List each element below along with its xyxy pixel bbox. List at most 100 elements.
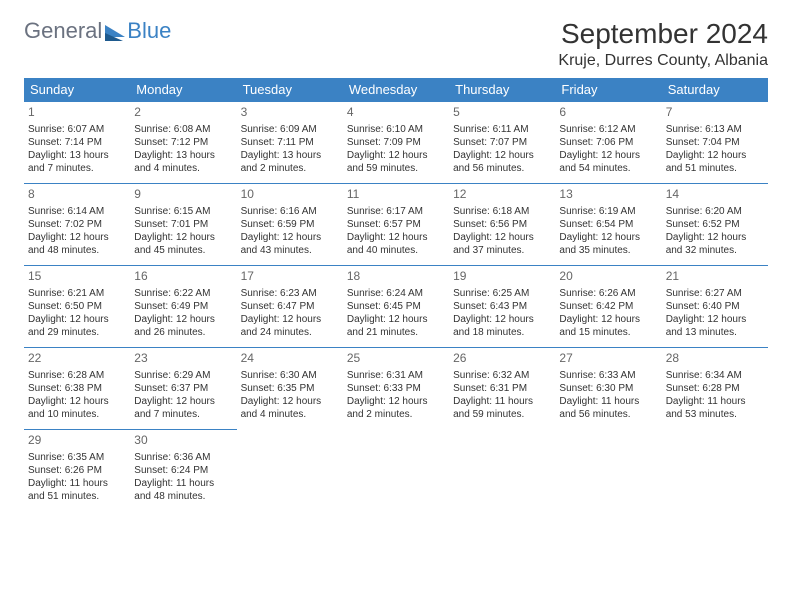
day-number: 24 [241, 351, 339, 367]
calendar-day-cell: 2Sunrise: 6:08 AMSunset: 7:12 PMDaylight… [130, 102, 236, 184]
calendar-day-cell: 23 Sunrise: 6:29 AMSunset: 6:37 PMDayligh… [130, 348, 236, 430]
sunset-line: Sunset: 6:38 PM [28, 382, 126, 395]
sunset-line: Sunset: 6:47 PM [241, 300, 339, 313]
day-number: 2 [134, 105, 232, 121]
day-header: Monday [130, 78, 236, 102]
sunset-line: Sunset: 6:33 PM [347, 382, 445, 395]
sunset-line: Sunset: 6:31 PM [453, 382, 551, 395]
calendar-day-cell: 9Sunrise: 6:15 AMSunset: 7:01 PMDaylight… [130, 184, 236, 266]
day-header: Sunday [24, 78, 130, 102]
calendar-day-cell: 28Sunrise: 6:34 AMSunset: 6:28 PMDayligh… [662, 348, 768, 430]
calendar-day-cell: 17 Sunrise: 6:23 AMSunset: 6:47 PMDayligh… [237, 266, 343, 348]
sunrise-line: Sunrise: 6:11 AM [453, 123, 551, 136]
day-number: 9 [134, 187, 232, 203]
logo-text-general: General [24, 18, 102, 44]
day-number: 26 [453, 351, 551, 367]
daylight-line: Daylight: 12 hours and 24 minutes. [241, 313, 339, 339]
sunrise-line: Sunrise: 6:35 AM [28, 451, 126, 464]
calendar-day-cell: 4Sunrise: 6:10 AMSunset: 7:09 PMDaylight… [343, 102, 449, 184]
day-number: 14 [666, 187, 764, 203]
daylight-line: Daylight: 12 hours and 32 minutes. [666, 231, 764, 257]
sunrise-line: Sunrise: 6:16 AM [241, 205, 339, 218]
daylight-line: Daylight: 12 hours and 40 minutes. [347, 231, 445, 257]
sunrise-line: Sunrise: 6:27 AM [666, 287, 764, 300]
sunrise-line: Sunrise: 6:23 AM [241, 287, 339, 300]
day-number: 28 [666, 351, 764, 367]
sunset-line: Sunset: 7:04 PM [666, 136, 764, 149]
day-header: Saturday [662, 78, 768, 102]
sunrise-line: Sunrise: 6:08 AM [134, 123, 232, 136]
title-block: September 2024 Kruje, Durres County, Alb… [558, 18, 768, 70]
calendar-day-cell [343, 430, 449, 512]
sunrise-line: Sunrise: 6:14 AM [28, 205, 126, 218]
calendar-day-cell: 7Sunrise: 6:13 AMSunset: 7:04 PMDaylight… [662, 102, 768, 184]
daylight-line: Daylight: 12 hours and 15 minutes. [559, 313, 657, 339]
calendar-day-cell [662, 430, 768, 512]
sunset-line: Sunset: 6:59 PM [241, 218, 339, 231]
day-number: 20 [559, 269, 657, 285]
daylight-line: Daylight: 12 hours and 26 minutes. [134, 313, 232, 339]
calendar-table: Sunday Monday Tuesday Wednesday Thursday… [24, 78, 768, 512]
sunset-line: Sunset: 7:11 PM [241, 136, 339, 149]
sunset-line: Sunset: 6:42 PM [559, 300, 657, 313]
day-header: Thursday [449, 78, 555, 102]
day-number: 12 [453, 187, 551, 203]
day-header: Friday [555, 78, 661, 102]
daylight-line: Daylight: 12 hours and 13 minutes. [666, 313, 764, 339]
calendar-day-cell: 30Sunrise: 6:36 AMSunset: 6:24 PMDayligh… [130, 430, 236, 512]
day-number: 17 [241, 269, 339, 285]
sunset-line: Sunset: 6:35 PM [241, 382, 339, 395]
sunset-line: Sunset: 6:37 PM [134, 382, 232, 395]
calendar-day-cell: 3Sunrise: 6:09 AMSunset: 7:11 PMDaylight… [237, 102, 343, 184]
day-number: 6 [559, 105, 657, 121]
calendar-day-cell: 20 Sunrise: 6:26 AMSunset: 6:42 PMDayligh… [555, 266, 661, 348]
day-header-row: Sunday Monday Tuesday Wednesday Thursday… [24, 78, 768, 102]
sunset-line: Sunset: 6:30 PM [559, 382, 657, 395]
calendar-week-row: 1Sunrise: 6:07 AMSunset: 7:14 PMDaylight… [24, 102, 768, 184]
daylight-line: Daylight: 13 hours and 4 minutes. [134, 149, 232, 175]
sunrise-line: Sunrise: 6:34 AM [666, 369, 764, 382]
sunrise-line: Sunrise: 6:33 AM [559, 369, 657, 382]
sunrise-line: Sunrise: 6:24 AM [347, 287, 445, 300]
calendar-day-cell: 25Sunrise: 6:31 AMSunset: 6:33 PMDayligh… [343, 348, 449, 430]
sunrise-line: Sunrise: 6:29 AM [134, 369, 232, 382]
sunrise-line: Sunrise: 6:25 AM [453, 287, 551, 300]
calendar-day-cell: 22Sunrise: 6:28 AMSunset: 6:38 PMDayligh… [24, 348, 130, 430]
calendar-day-cell: 8Sunrise: 6:14 AMSunset: 7:02 PMDaylight… [24, 184, 130, 266]
sunrise-line: Sunrise: 6:22 AM [134, 287, 232, 300]
daylight-line: Daylight: 12 hours and 4 minutes. [241, 395, 339, 421]
sunrise-line: Sunrise: 6:07 AM [28, 123, 126, 136]
sunrise-line: Sunrise: 6:15 AM [134, 205, 232, 218]
daylight-line: Daylight: 12 hours and 7 minutes. [134, 395, 232, 421]
sunrise-line: Sunrise: 6:21 AM [28, 287, 126, 300]
sunrise-line: Sunrise: 6:26 AM [559, 287, 657, 300]
calendar-day-cell [449, 430, 555, 512]
daylight-line: Daylight: 12 hours and 18 minutes. [453, 313, 551, 339]
sunrise-line: Sunrise: 6:31 AM [347, 369, 445, 382]
sunset-line: Sunset: 7:06 PM [559, 136, 657, 149]
calendar-day-cell: 21Sunrise: 6:27 AMSunset: 6:40 PMDayligh… [662, 266, 768, 348]
sunrise-line: Sunrise: 6:19 AM [559, 205, 657, 218]
calendar-day-cell: 16Sunrise: 6:22 AMSunset: 6:49 PMDayligh… [130, 266, 236, 348]
sunset-line: Sunset: 6:26 PM [28, 464, 126, 477]
calendar-day-cell: 27Sunrise: 6:33 AMSunset: 6:30 PMDayligh… [555, 348, 661, 430]
day-number: 23 [134, 351, 232, 367]
day-number: 5 [453, 105, 551, 121]
daylight-line: Daylight: 13 hours and 7 minutes. [28, 149, 126, 175]
sunset-line: Sunset: 6:57 PM [347, 218, 445, 231]
calendar-day-cell: 29Sunrise: 6:35 AMSunset: 6:26 PMDayligh… [24, 430, 130, 512]
calendar-day-cell: 5Sunrise: 6:11 AMSunset: 7:07 PMDaylight… [449, 102, 555, 184]
calendar-day-cell: 10Sunrise: 6:16 AMSunset: 6:59 PMDayligh… [237, 184, 343, 266]
day-header: Tuesday [237, 78, 343, 102]
sunset-line: Sunset: 6:49 PM [134, 300, 232, 313]
sunset-line: Sunset: 6:24 PM [134, 464, 232, 477]
day-number: 4 [347, 105, 445, 121]
day-number: 7 [666, 105, 764, 121]
day-number: 19 [453, 269, 551, 285]
day-number: 11 [347, 187, 445, 203]
daylight-line: Daylight: 12 hours and 54 minutes. [559, 149, 657, 175]
sunrise-line: Sunrise: 6:17 AM [347, 205, 445, 218]
daylight-line: Daylight: 12 hours and 48 minutes. [28, 231, 126, 257]
day-number: 1 [28, 105, 126, 121]
sunrise-line: Sunrise: 6:32 AM [453, 369, 551, 382]
